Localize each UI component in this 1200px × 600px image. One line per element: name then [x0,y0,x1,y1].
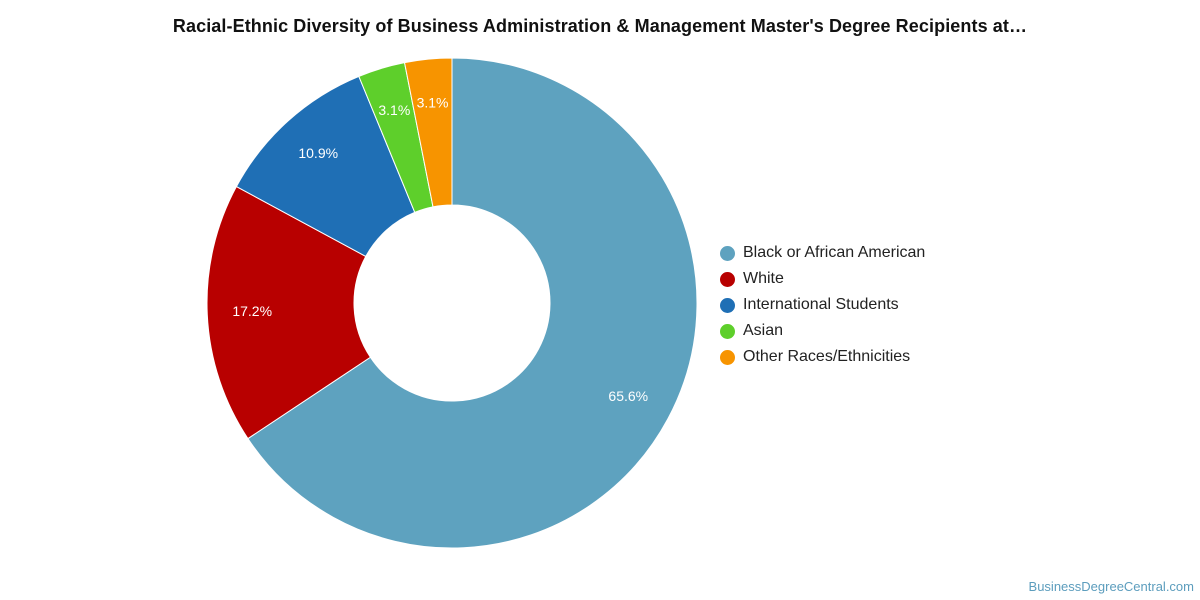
donut-slice[interactable] [247,57,698,549]
legend-label: White [743,270,784,287]
legend-item[interactable]: Asian [720,318,925,344]
slice-data-label: 17.2% [232,303,272,319]
slice-data-label: 65.6% [608,388,648,404]
legend-label: International Students [743,296,899,313]
legend-label: Other Races/Ethnicities [743,348,911,365]
legend-item[interactable]: White [720,266,925,292]
donut-slice[interactable] [206,185,372,440]
legend-marker-icon [720,245,735,261]
donut-slice[interactable] [403,57,453,208]
legend-item[interactable]: Black or African American [720,240,925,266]
legend-marker-icon [720,349,735,365]
legend-item[interactable]: Other Races/Ethnicities [720,344,925,370]
legend-label: Black or African American [743,244,926,261]
slice-data-label: 3.1% [417,95,449,111]
legend-item[interactable]: International Students [720,292,925,318]
legend-marker-icon [720,271,735,287]
slice-data-label: 3.1% [378,102,410,118]
legend-label: Asian [743,322,784,339]
legend-marker-icon [720,297,735,313]
legend-marker-icon [720,323,735,339]
chart-title: Racial-Ethnic Diversity of Business Admi… [172,16,1028,36]
chart-legend: Black or African American White Internat… [720,240,925,370]
slice-data-label: 10.9% [298,145,338,161]
watermark[interactable]: BusinessDegreeCentral.com [1028,579,1194,594]
